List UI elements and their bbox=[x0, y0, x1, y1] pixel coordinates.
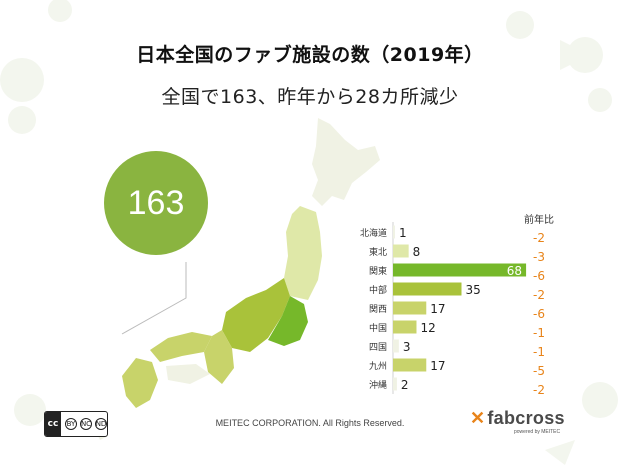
region-kyushu bbox=[122, 358, 158, 408]
bar bbox=[393, 263, 527, 277]
bar bbox=[393, 377, 397, 391]
value-label: 68 bbox=[507, 264, 522, 278]
gear-decor-icon bbox=[14, 394, 46, 426]
yoy-change-label: -2 bbox=[533, 288, 545, 302]
yoy-change-label: -5 bbox=[533, 364, 545, 378]
gear-decor-icon bbox=[0, 58, 44, 102]
value-label: 8 bbox=[413, 245, 421, 259]
value-label: 12 bbox=[420, 321, 435, 335]
category-label: 北海道 bbox=[360, 227, 387, 239]
bar bbox=[393, 358, 427, 372]
bar bbox=[393, 244, 409, 258]
bubble-connector bbox=[121, 262, 187, 335]
cc-by-icon: BY bbox=[65, 418, 77, 430]
category-label: 沖縄 bbox=[369, 379, 387, 391]
region-shikoku bbox=[166, 364, 210, 384]
yoy-change-label: -3 bbox=[533, 250, 545, 264]
category-label: 関東 bbox=[369, 265, 387, 277]
value-label: 1 bbox=[399, 226, 407, 240]
value-label: 17 bbox=[430, 302, 445, 316]
yoy-change-label: -2 bbox=[533, 383, 545, 397]
bar bbox=[393, 301, 427, 315]
region-chubu bbox=[222, 278, 290, 352]
value-label: 35 bbox=[466, 283, 481, 297]
page-title: 日本全国のファブ施設の数（2019年） bbox=[136, 44, 484, 66]
value-label: 17 bbox=[430, 359, 445, 373]
yoy-header: 前年比 bbox=[524, 215, 554, 226]
cc-badge-icon: cc bbox=[45, 412, 61, 436]
fabcross-mark-icon: ✕ bbox=[470, 408, 486, 428]
region-hokkaido bbox=[312, 118, 380, 206]
category-label: 東北 bbox=[369, 246, 387, 258]
value-label: 3 bbox=[403, 340, 411, 354]
yoy-change-label: -6 bbox=[533, 307, 545, 321]
fabcross-logo: ✕ fabcross powered by MEITEC bbox=[470, 408, 580, 438]
bar bbox=[393, 282, 462, 296]
gear-decor-icon bbox=[582, 382, 618, 418]
region-kinki bbox=[204, 330, 234, 384]
region-tohoku bbox=[284, 206, 322, 300]
category-label: 中国 bbox=[369, 322, 387, 334]
bar bbox=[393, 339, 399, 353]
bar bbox=[393, 320, 417, 334]
logo-name: fabcross bbox=[487, 408, 565, 428]
category-label: 九州 bbox=[369, 361, 387, 372]
cc-license-badge: cc BY NC ND bbox=[44, 411, 108, 437]
yoy-change-label: -1 bbox=[533, 345, 545, 359]
page-subtitle: 全国で163、昨年から28カ所減少 bbox=[161, 86, 459, 108]
total-count-bubble: 163 bbox=[104, 151, 208, 255]
category-label: 中部 bbox=[369, 284, 387, 296]
yoy-change-label: -2 bbox=[533, 231, 545, 245]
bar bbox=[393, 225, 395, 239]
region-chugoku bbox=[150, 332, 212, 362]
cc-terms: BY NC ND bbox=[61, 418, 107, 430]
cc-nd-icon: ND bbox=[95, 418, 107, 430]
value-label: 2 bbox=[401, 378, 409, 392]
category-label: 四国 bbox=[369, 342, 387, 353]
region-kanto bbox=[268, 296, 308, 346]
cc-nc-icon: NC bbox=[80, 418, 92, 430]
copyright-footer: MEITEC CORPORATION. All Rights Reserved. bbox=[215, 418, 405, 428]
yoy-change-label: -1 bbox=[533, 326, 545, 340]
category-label: 関西 bbox=[369, 304, 387, 315]
logo-tagline: powered by MEITEC bbox=[514, 429, 561, 435]
yoy-change-label: -6 bbox=[533, 269, 545, 283]
